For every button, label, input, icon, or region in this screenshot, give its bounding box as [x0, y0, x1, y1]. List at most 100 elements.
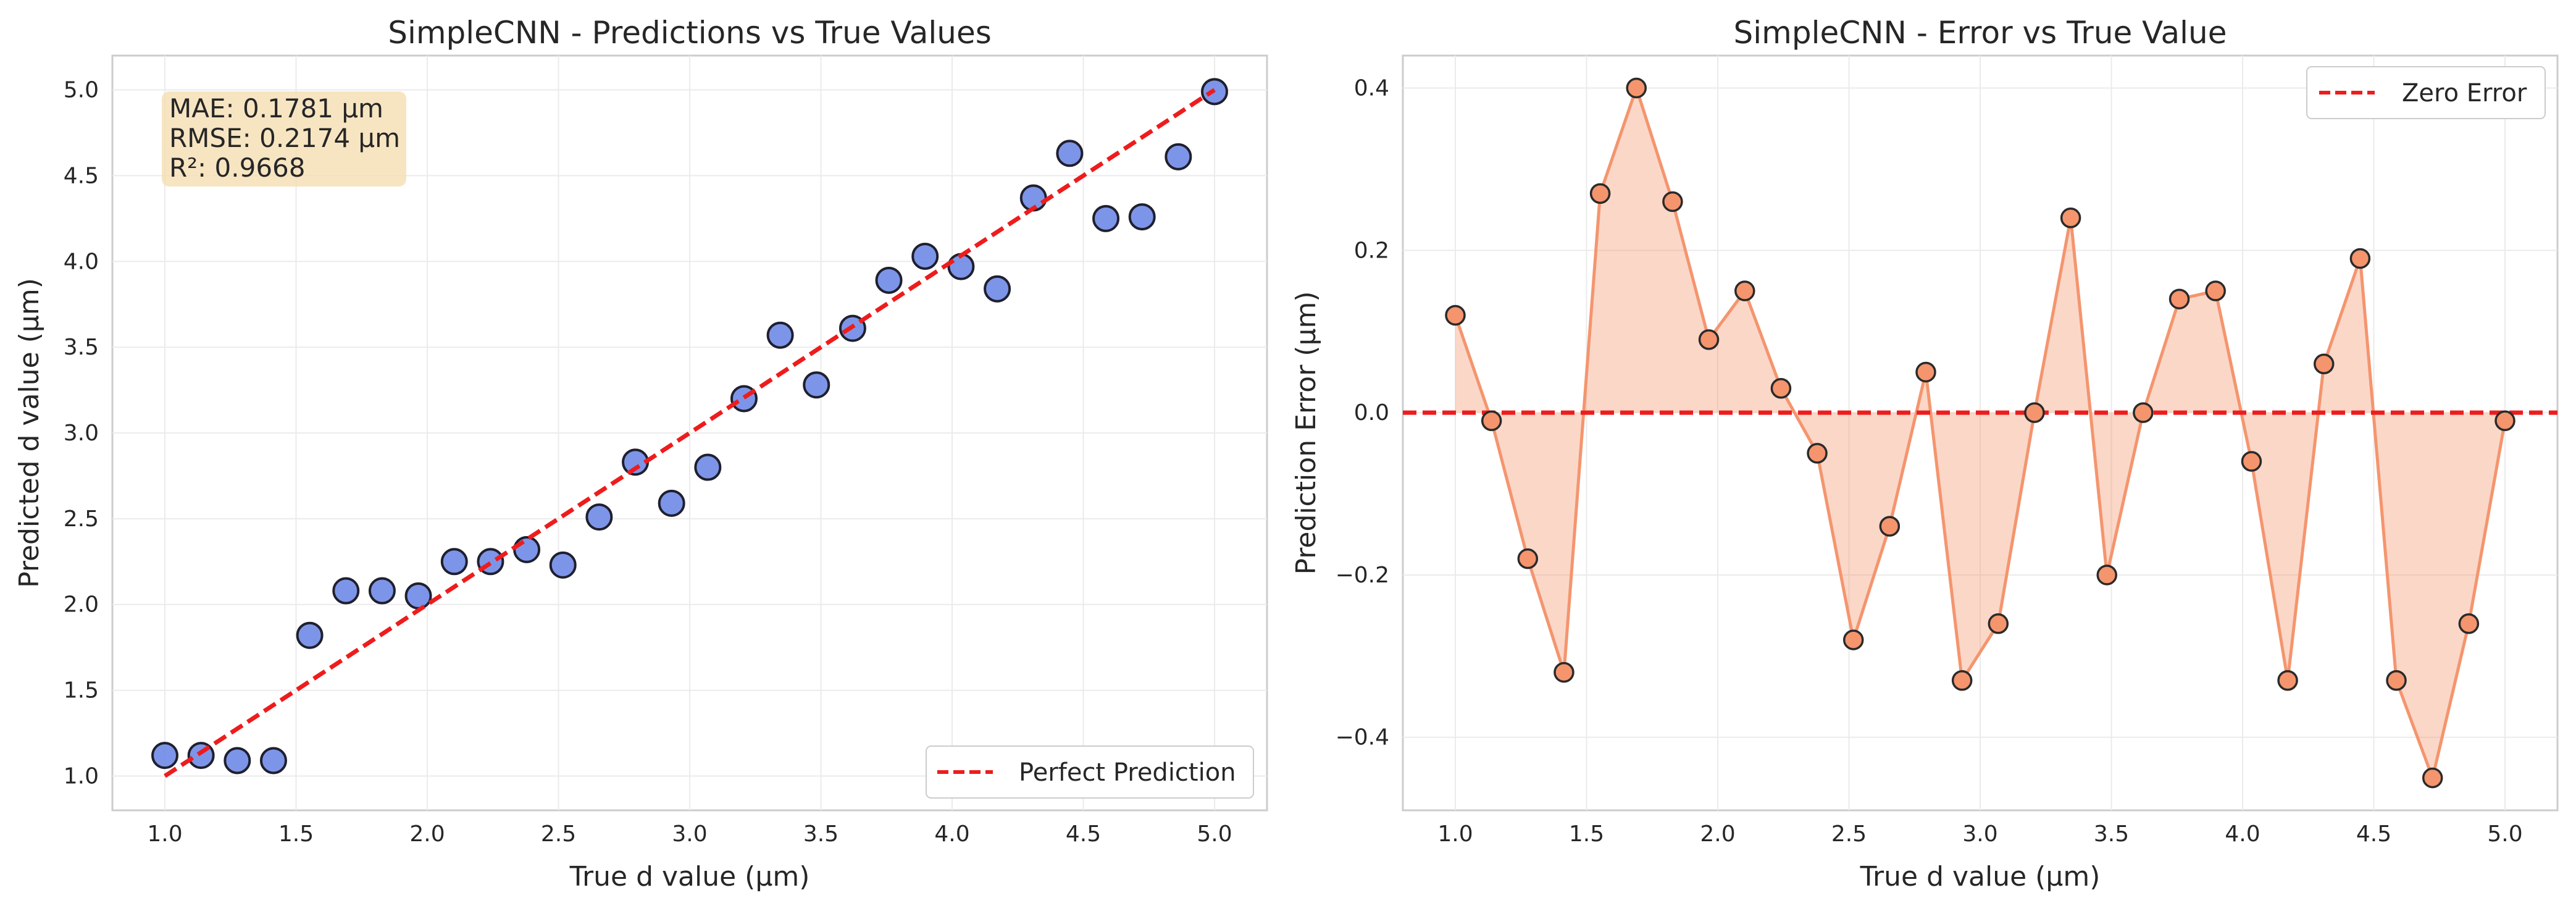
error-point [2024, 402, 2045, 423]
error-point [1770, 377, 1792, 399]
y-tick-label: 1.0 [64, 763, 99, 789]
error-point [1734, 280, 1755, 301]
y-axis-label-left: Predicted d value (μm) [14, 278, 45, 588]
error-point [2386, 670, 2407, 691]
x-axis-label-left: True d value (μm) [569, 861, 810, 892]
legend-right: Zero Error [2306, 66, 2546, 119]
error-point [1807, 443, 1828, 464]
legend-label-zero-error: Zero Error [2402, 79, 2527, 107]
scatter-point [259, 747, 287, 775]
scatter-point [187, 742, 215, 770]
marks-left [151, 78, 1228, 778]
legend-label-perfect-prediction: Perfect Prediction [1019, 758, 1236, 787]
x-tick-label: 2.0 [1700, 821, 1735, 847]
chart-title-left: SimpleCNN - Predictions vs True Values [388, 15, 992, 51]
y-tick-label: 3.5 [64, 335, 99, 360]
x-tick-label: 3.0 [1962, 821, 1997, 847]
scatter-point [1128, 203, 1156, 231]
x-tick-label: 5.0 [1197, 821, 1232, 847]
x-tick-label: 2.5 [541, 821, 576, 847]
y-tick-label: 0.4 [1354, 76, 1389, 101]
error-point [1915, 361, 1936, 383]
error-point [1988, 613, 2009, 634]
stats-rmse: RMSE: 0.2174 μm [169, 123, 400, 153]
y-tick-label: 5.0 [64, 78, 99, 103]
y-tick-label: 4.5 [64, 163, 99, 188]
error-area [1455, 88, 2505, 778]
scatter-point [1165, 143, 1192, 170]
error-panel: 1.0 1.5 2.0 2.5 3.0 3.5 4.0 4.5 5.0 −0.4 −0.2 0.0 0.… [1290, 15, 2559, 892]
error-point [1481, 410, 1502, 432]
scatter-point [332, 577, 360, 605]
legend-box-left [926, 745, 1254, 799]
error-point [2314, 353, 2335, 375]
error-point [2096, 565, 2118, 586]
error-point [2458, 613, 2480, 634]
scatter-point [984, 275, 1011, 303]
error-point [1879, 516, 1901, 537]
y-tick-label: 2.5 [64, 506, 99, 532]
stats-box: MAE: 0.1781 μm RMSE: 0.2174 μm R²: 0.966… [162, 91, 406, 187]
y-tick-label: 3.0 [64, 421, 99, 446]
scatter-point [224, 747, 251, 775]
error-point [1445, 304, 1466, 326]
error-point [1554, 661, 1574, 683]
scatter-point [658, 489, 685, 517]
x-tick-label: 1.5 [278, 821, 314, 847]
error-point [1626, 77, 1647, 99]
y-tick-label: 0.2 [1354, 238, 1389, 263]
scatter-point [911, 242, 939, 270]
x-tick-label: 3.5 [2094, 821, 2129, 847]
grid-left [112, 56, 1267, 810]
y-tick-label: 4.0 [64, 249, 99, 274]
scatter-point [404, 582, 432, 610]
error-point [2494, 410, 2515, 432]
stats-mae: MAE: 0.1781 μm [169, 93, 383, 124]
scatter-point [368, 577, 396, 605]
x-tick-label: 5.0 [2487, 821, 2522, 847]
scatter-point [440, 548, 468, 576]
y-tick-label: 0.0 [1354, 400, 1389, 426]
error-point [2241, 451, 2262, 472]
ticks-right: 1.0 1.5 2.0 2.5 3.0 3.5 4.0 4.5 5.0 −0.4 −0.2 0.0 0.… [1336, 76, 2523, 847]
x-tick-label: 4.0 [934, 821, 969, 847]
y-tick-label: −0.2 [1336, 563, 1389, 588]
error-point [1951, 670, 1973, 691]
scatter-point [549, 551, 577, 579]
error-point [2168, 288, 2190, 309]
scatter-point [875, 266, 903, 294]
x-tick-label: 4.5 [2356, 821, 2391, 847]
error-point [2422, 767, 2443, 789]
stats-r2: R²: 0.9668 [169, 153, 305, 183]
scatter-point [694, 453, 722, 481]
x-tick-label: 4.5 [1066, 821, 1101, 847]
error-point [1589, 183, 1611, 204]
x-tick-label: 1.0 [147, 821, 182, 847]
x-tick-label: 1.0 [1437, 821, 1473, 847]
scatter-point [1056, 140, 1084, 167]
predictions-panel: 1.0 1.5 2.0 2.5 3.0 3.5 4.0 4.5 5.0 1.0 1.5 2.0 2.5 3… [14, 15, 1268, 892]
scatter-point [1092, 204, 1120, 232]
x-tick-label: 3.0 [672, 821, 707, 847]
chart-title-right: SimpleCNN - Error vs True Value [1734, 15, 2227, 51]
marks-right [1403, 77, 2557, 789]
x-tick-label: 2.0 [409, 821, 445, 847]
scatter-point [513, 535, 541, 563]
x-tick-label: 3.5 [803, 821, 838, 847]
scatter-point [803, 371, 830, 399]
y-axis-label-right: Prediction Error (μm) [1290, 292, 1322, 575]
legend-left: Perfect Prediction [926, 745, 1254, 799]
x-tick-label: 2.5 [1831, 821, 1867, 847]
scatter-point [585, 503, 613, 531]
error-point [1698, 329, 1720, 350]
error-point [2277, 670, 2298, 691]
scatter-point [151, 742, 178, 770]
error-point [1662, 191, 1683, 212]
error-point [2349, 248, 2371, 269]
y-tick-label: 1.5 [64, 678, 99, 703]
scatter-point [296, 621, 324, 649]
error-point [1842, 629, 1864, 650]
error-line [1453, 83, 2507, 784]
